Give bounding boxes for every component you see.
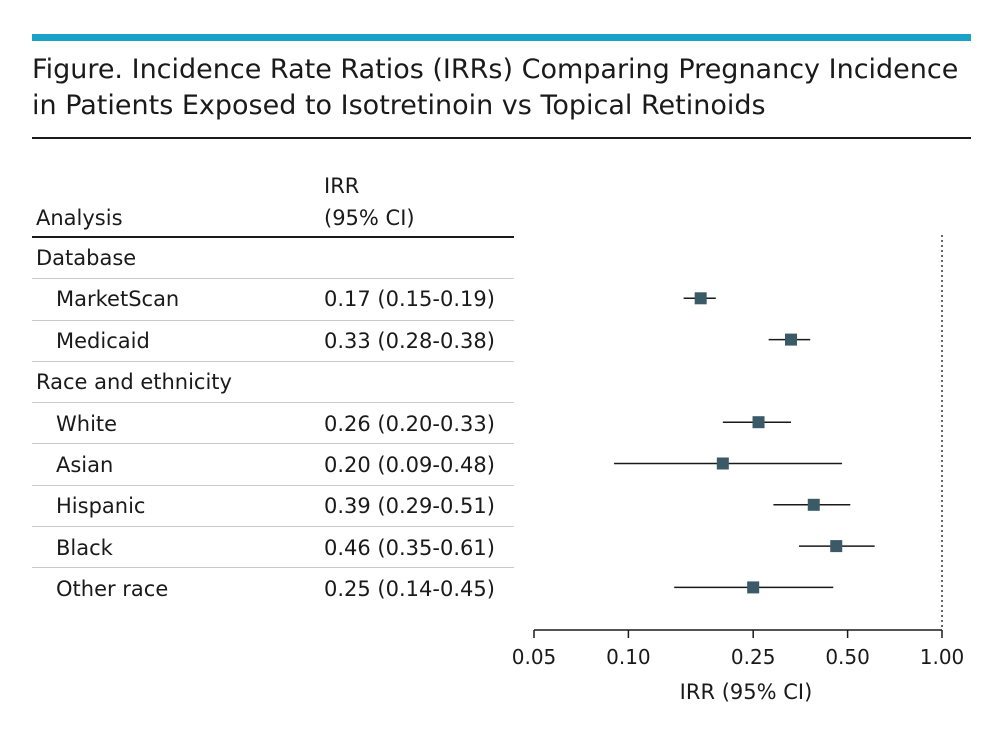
row-label-hispanic: Hispanic	[56, 494, 146, 518]
x-tick-label: 0.10	[606, 645, 651, 669]
row-divider	[32, 526, 514, 527]
point-estimate-other-race	[747, 581, 760, 594]
row-value-other-race: 0.25 (0.14-0.45)	[324, 577, 495, 601]
row-label-black: Black	[56, 536, 113, 560]
point-estimate-white	[752, 416, 765, 429]
point-estimate-black	[830, 540, 843, 553]
row-value-white: 0.26 (0.20-0.33)	[324, 412, 495, 436]
row-value-medicaid: 0.33 (0.28-0.38)	[324, 329, 495, 353]
group-label-race-ethnicity: Race and ethnicity	[36, 370, 232, 394]
x-tick-label: 1.00	[920, 645, 965, 669]
figure-title-line-2: in Patients Exposed to Isotretinoin vs T…	[32, 90, 766, 121]
title-accent-bar	[32, 34, 971, 41]
x-tick-label: 0.05	[512, 645, 557, 669]
row-divider	[32, 320, 514, 321]
point-estimate-asian	[716, 457, 729, 470]
row-divider	[32, 567, 514, 568]
row-label-other-race: Other race	[56, 577, 169, 601]
row-divider	[32, 402, 514, 403]
row-divider	[32, 278, 514, 279]
group-label-database: Database	[36, 246, 137, 270]
row-label-marketscan: MarketScan	[56, 287, 180, 311]
row-value-black: 0.46 (0.35-0.61)	[324, 536, 495, 560]
point-estimate-medicaid	[785, 333, 798, 346]
x-axis-title: IRR (95% CI)	[680, 680, 813, 704]
point-estimate-hispanic	[807, 498, 820, 511]
row-value-asian: 0.20 (0.09-0.48)	[324, 453, 495, 477]
table-header-rule	[32, 236, 514, 238]
x-tick-label: 0.25	[731, 645, 776, 669]
figure-title-line-1: Figure. Incidence Rate Ratios (IRRs) Com…	[32, 54, 959, 85]
column-header-ci: (95% CI)	[324, 206, 415, 230]
row-divider	[32, 443, 514, 444]
row-label-asian: Asian	[56, 453, 114, 477]
row-value-marketscan: 0.17 (0.15-0.19)	[324, 287, 495, 311]
column-header-analysis: Analysis	[36, 206, 123, 230]
column-header-irr: IRR	[324, 174, 360, 198]
point-estimate-marketscan	[694, 292, 707, 305]
row-divider	[32, 361, 514, 362]
row-label-white: White	[56, 412, 118, 436]
row-value-hispanic: 0.39 (0.29-0.51)	[324, 494, 495, 518]
row-label-medicaid: Medicaid	[56, 329, 150, 353]
figure-title: Figure. Incidence Rate Ratios (IRRs) Com…	[32, 52, 971, 124]
title-rule	[32, 137, 971, 139]
x-tick-label: 0.50	[825, 645, 870, 669]
row-divider	[32, 485, 514, 486]
